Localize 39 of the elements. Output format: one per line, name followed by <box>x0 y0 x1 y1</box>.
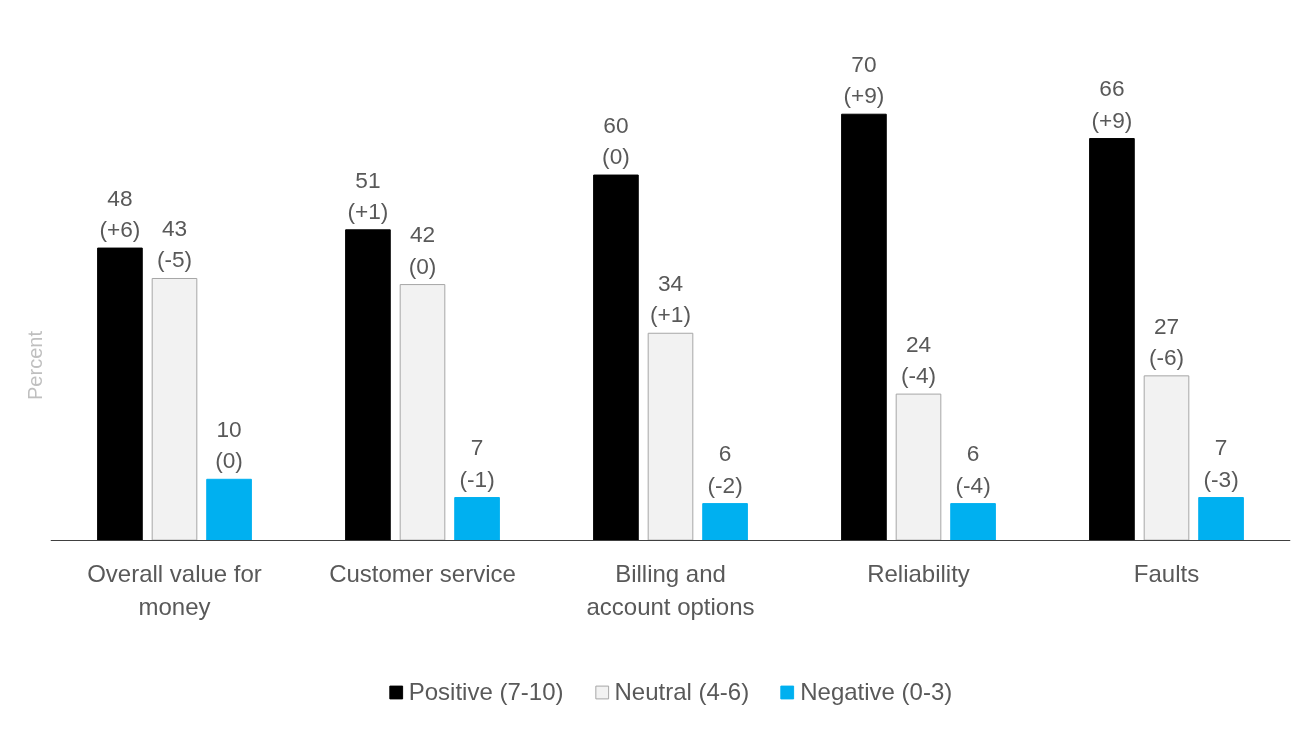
x-tick-label: Faults <box>1133 560 1200 588</box>
legend-label: Positive (7-10) <box>408 678 564 706</box>
data-label: 10 (0) <box>215 416 243 474</box>
data-label: 51 (+1) <box>347 166 389 224</box>
bar <box>1198 497 1244 541</box>
data-label: 70 (+9) <box>843 51 885 109</box>
data-label: 6 (-2) <box>707 440 743 498</box>
bar <box>399 284 446 541</box>
x-tick-label: Customer service <box>329 560 516 588</box>
data-label: 7 (-3) <box>1203 434 1239 492</box>
data-label: 43 (-5) <box>156 215 193 273</box>
bar <box>151 277 198 541</box>
legend-label: Neutral (4-6) <box>614 678 750 706</box>
bar <box>702 503 748 541</box>
data-label: 66 (+9) <box>1091 75 1133 133</box>
bar <box>895 393 942 541</box>
data-label: 7 (-1) <box>459 434 495 492</box>
bar <box>1089 138 1135 541</box>
bar <box>841 113 887 541</box>
data-label: 27 (-6) <box>1148 312 1185 370</box>
bar <box>593 174 639 541</box>
bar <box>206 478 252 541</box>
bar <box>950 503 996 541</box>
data-label: 48 (+6) <box>99 184 141 243</box>
data-label: 34 (+1) <box>650 270 691 328</box>
bar <box>97 247 143 541</box>
y-axis-title: Percent <box>23 330 46 400</box>
bar <box>647 332 694 541</box>
data-label: 6 (-4) <box>955 440 991 498</box>
bar <box>1143 375 1190 541</box>
bar <box>345 229 391 541</box>
x-tick-label: Billing and account options <box>586 560 755 620</box>
legend-label: Negative (0-3) <box>800 678 953 706</box>
data-label: 24 (-4) <box>900 330 937 389</box>
data-label: 60 (0) <box>602 111 630 170</box>
bar <box>454 497 500 541</box>
x-tick-label: Overall value for money <box>87 560 262 620</box>
x-tick-label: Reliability <box>867 560 970 588</box>
data-label: 42 (0) <box>408 221 437 279</box>
